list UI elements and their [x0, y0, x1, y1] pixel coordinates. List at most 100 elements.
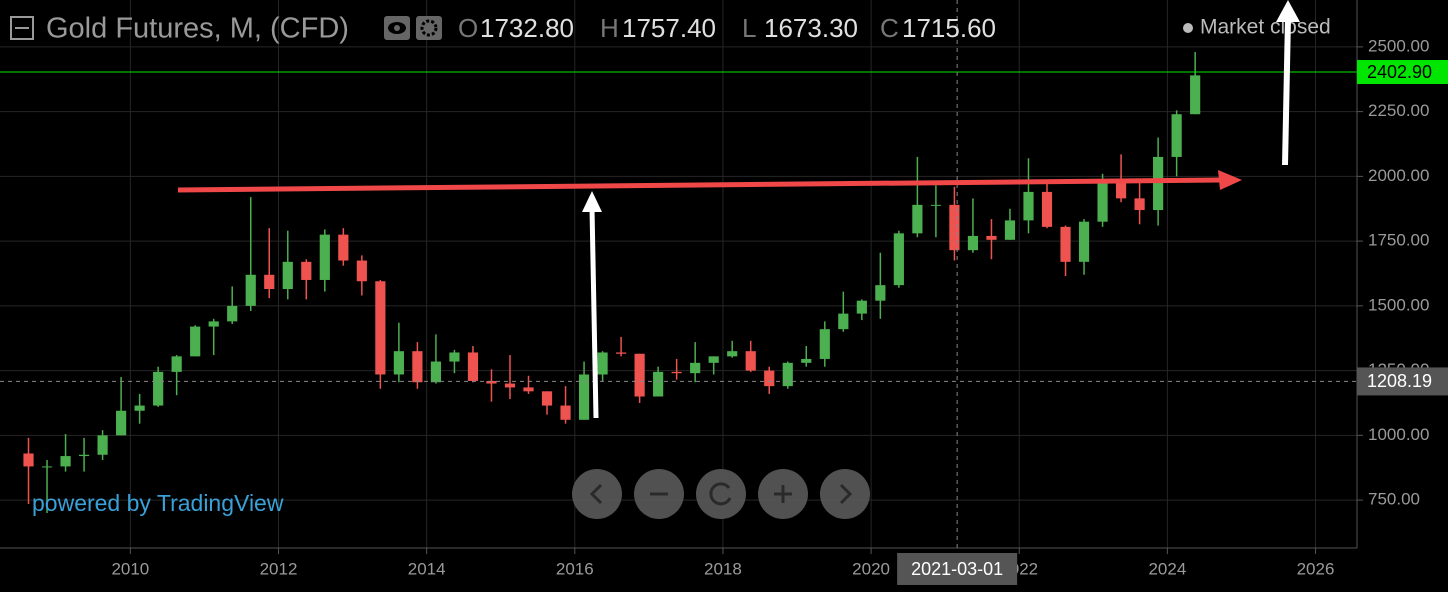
arrow-shaft: [589, 207, 599, 419]
candle-body: [227, 305, 238, 322]
candle-body: [78, 454, 90, 457]
settings-icon[interactable]: [416, 16, 442, 40]
right-icon: [839, 483, 853, 505]
candle-body: [671, 371, 682, 374]
candle-body: [153, 371, 164, 406]
ohlc-value: 1715.60: [902, 13, 996, 43]
status-dot: [1183, 23, 1193, 33]
crosshair-y-box: [1357, 367, 1448, 396]
candle-body: [634, 353, 645, 397]
candle-body: [986, 235, 997, 240]
candle-body: [319, 234, 330, 280]
y-tick-label: 1500.00: [1368, 295, 1429, 314]
candle-body: [782, 362, 793, 387]
candle-body: [653, 371, 664, 397]
candle-body: [967, 235, 979, 251]
candle-body: [1153, 156, 1164, 211]
x-tick-label: 2012: [260, 559, 298, 578]
ohlc-letter: C: [880, 13, 899, 43]
candle-body: [245, 274, 256, 306]
candle-body: [356, 260, 367, 282]
y-tick-label: 2250.00: [1368, 101, 1429, 120]
candle-body: [504, 383, 516, 388]
scroll-left-button[interactable]: [572, 469, 622, 519]
candle-body: [523, 387, 534, 392]
candle-body: [60, 456, 71, 467]
x-tick-label: 2018: [704, 559, 742, 578]
ohlc-letter: H: [600, 13, 619, 43]
candle-body: [949, 204, 960, 251]
candle-body: [764, 370, 775, 387]
last-price-box: [1357, 60, 1448, 85]
candle-body: [338, 234, 349, 261]
candle-body: [1190, 75, 1201, 115]
candle-body: [171, 356, 182, 372]
candle-body: [1060, 226, 1071, 262]
y-tick-label: 750.00: [1368, 490, 1420, 509]
candle-body: [134, 405, 145, 411]
reset-icon: [709, 482, 732, 506]
candle-body: [708, 356, 719, 363]
candle-body: [190, 326, 201, 357]
candle-body: [745, 351, 756, 371]
candle-body: [893, 233, 904, 286]
candle-body: [819, 329, 830, 359]
collapse-icon[interactable]: [10, 16, 34, 40]
candle-body: [727, 351, 738, 357]
x-tick-label: 2016: [556, 559, 594, 578]
x-tick-label: 2024: [1148, 559, 1186, 578]
market-status: Market closed: [1200, 16, 1331, 39]
candle-body: [393, 351, 404, 375]
candle-body: [375, 281, 386, 375]
ohlc-value: 1732.80: [480, 13, 574, 43]
candle-body: [412, 351, 423, 383]
axes: 750.001000.001250.001500.001750.002000.0…: [111, 36, 1448, 585]
last-price-label: 2402.90: [1367, 62, 1432, 82]
ohlc-value: 1757.40: [622, 13, 716, 43]
crosshair-x-label: 2021-03-01: [911, 559, 1003, 579]
scroll-right-button[interactable]: [820, 469, 870, 519]
candle-body: [282, 261, 293, 290]
candle-body: [97, 435, 108, 455]
reset-button[interactable]: [696, 469, 746, 519]
trend-line: [177, 177, 1223, 193]
candle-body: [1041, 191, 1053, 227]
x-tick-label: 2020: [852, 559, 890, 578]
arrow-head: [1276, 0, 1300, 22]
y-tick-label: 1000.00: [1368, 425, 1429, 444]
candle-body: [838, 313, 849, 330]
x-tick-label: 2014: [408, 559, 446, 578]
candle-body: [801, 358, 812, 363]
ohlc-values: O 1732.80 H 1757.40 L 1673.30 C 1715.60: [458, 13, 996, 43]
candle-body: [541, 391, 553, 406]
candle-body: [560, 405, 571, 420]
settings-icon-gear: [420, 19, 438, 37]
candle-body: [1115, 181, 1127, 199]
candle-body: [856, 300, 867, 314]
x-tick-label: 2010: [111, 559, 149, 578]
grid: [0, 0, 1357, 548]
candle-body: [1097, 181, 1108, 222]
candle-body: [41, 466, 53, 468]
candle-body: [1171, 114, 1182, 157]
eye-icon-pupil: [394, 25, 400, 31]
overlay: [0, 0, 1357, 548]
candle-body: [930, 204, 941, 206]
trend-arrowhead: [1218, 170, 1242, 190]
candle-body: [116, 410, 127, 436]
candle-body: [875, 285, 886, 301]
candle-body: [1134, 198, 1145, 211]
arrow-shaft: [1282, 17, 1291, 166]
y-tick-label: 1750.00: [1368, 231, 1429, 250]
candle-body: [23, 453, 34, 467]
candle-body: [208, 321, 219, 327]
x-tick-label: 2026: [1297, 559, 1335, 578]
candle-body: [1023, 191, 1034, 221]
ohlc-value: 1673.30: [764, 13, 858, 43]
candle-body: [616, 352, 627, 354]
candle-body: [467, 352, 479, 381]
candle-body: [690, 362, 701, 374]
plot: [23, 52, 1201, 514]
